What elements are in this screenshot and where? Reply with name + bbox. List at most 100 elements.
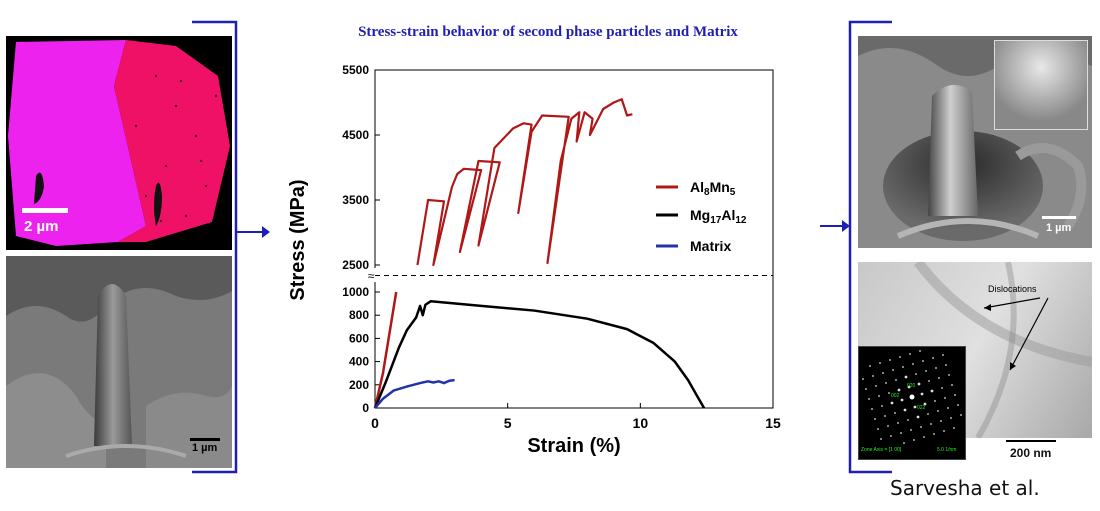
y-tick-label: 0: [362, 401, 369, 415]
diffraction-spot: [880, 438, 882, 440]
diffraction-spot: [909, 353, 911, 355]
diffraction-spot: [932, 357, 934, 359]
diffraction-spot: [897, 388, 901, 392]
diffraction-spot: [947, 407, 949, 409]
diffraction-spot: [895, 379, 897, 381]
diffraction-scale-label: 5.0 1/nm: [937, 447, 957, 453]
x-tick-label: 10: [633, 415, 649, 431]
diffraction-spot: [907, 419, 909, 421]
inset-pillar-image: [994, 40, 1088, 130]
diffraction-spot: [941, 387, 943, 389]
diffraction-spot: [903, 408, 907, 412]
diffraction-spot: [874, 418, 876, 420]
diffraction-spot: [925, 370, 927, 372]
diffraction-spot: [871, 408, 873, 410]
legend-entry-al8mn5: Al8Mn5: [690, 179, 736, 198]
diffraction-spot: [928, 380, 930, 382]
diffraction-spot: [923, 402, 927, 406]
diffraction-spot: [912, 363, 914, 365]
diffraction-spot: [913, 405, 917, 409]
diffraction-spot: [862, 378, 864, 380]
diffraction-spot: [890, 401, 894, 405]
diffraction-spot: [923, 436, 925, 438]
diffraction-spot: [915, 373, 917, 375]
figure-title: Stress-strain behavior of second phase p…: [358, 24, 738, 40]
diffraction-spot: [885, 382, 887, 384]
diffraction-spot: [900, 432, 902, 434]
diffraction-pattern-inset: 020 002 022 Zone Axis = [1 00] 5.0 1/nm: [858, 346, 966, 460]
diffraction-spot: [868, 398, 870, 400]
y-tick-label: 400: [349, 355, 369, 369]
diffraction-spot: [879, 362, 881, 364]
diffraction-spot: [917, 382, 921, 386]
diffraction-spot: [957, 404, 959, 406]
series-al8mn5-upper: [416, 98, 633, 267]
diffraction-spot: [900, 398, 904, 402]
y-tick-label: 3500: [342, 193, 369, 207]
y-tick-label: 200: [349, 378, 369, 392]
x-tick-label: 15: [765, 415, 781, 431]
diffraction-spot: [934, 400, 936, 402]
tem-graphic: [914, 262, 1092, 438]
diffraction-spot: [938, 377, 940, 379]
legend-entry-matrix: Matrix: [690, 238, 731, 254]
diffraction-spot: [950, 417, 952, 419]
diffraction-spot: [940, 420, 942, 422]
diffraction-spot: [942, 354, 944, 356]
diffraction-spot: [910, 429, 912, 431]
sem-deformed-pillar-image: 1 µm: [858, 36, 1092, 248]
diffraction-spot: [865, 388, 867, 390]
axis-break-mark: ≈: [368, 269, 375, 283]
diffraction-spot: [887, 425, 889, 427]
diffraction-spot: [945, 364, 947, 366]
diffraction-spot: [935, 367, 937, 369]
diffraction-spot: [897, 422, 899, 424]
diffraction-spot: [894, 412, 896, 414]
diffraction-spot: [954, 394, 956, 396]
diffraction-spot-label-3: 022: [917, 405, 926, 411]
diffraction-spot: [902, 366, 904, 368]
sem-pillar-graphic: [6, 256, 232, 468]
diffraction-spot: [872, 375, 874, 377]
diffraction-spot: [937, 410, 939, 412]
diffraction-spot: [884, 415, 886, 417]
diffraction-spot: [890, 435, 892, 437]
sem-pillar-image: 1 µm: [6, 256, 232, 468]
diffraction-spot: [904, 375, 908, 379]
diffraction-spot: [888, 392, 890, 394]
y-tick-label: 600: [349, 331, 369, 345]
figure-credit: Sarvesha et al.: [890, 476, 1040, 500]
ebsd-map-graphic: [8, 40, 230, 246]
diffraction-spot: [878, 395, 880, 397]
sem-left-scale-label: 1 µm: [192, 442, 218, 454]
diffraction-spot: [892, 369, 894, 371]
diffraction-spot: [930, 389, 934, 393]
diffraction-spot: [869, 365, 871, 367]
left-bracket: [192, 20, 270, 474]
diffraction-spot: [930, 423, 932, 425]
tem-dislocations-label: Dislocations: [988, 284, 1037, 294]
diffraction-spot: [943, 430, 945, 432]
diffraction-spot: [953, 427, 955, 429]
legend-entry-mg17al12: Mg17Al12: [690, 207, 747, 226]
x-tick-label: 0: [371, 415, 379, 431]
diffraction-spot: [907, 385, 911, 389]
sem-right-scale-label: 1 µm: [1046, 222, 1072, 234]
diffraction-spot: [899, 356, 901, 358]
x-tick-label: 5: [504, 415, 512, 431]
diffraction-spot: [951, 384, 953, 386]
diffraction-spot: [903, 442, 905, 444]
y-tick-label: 4500: [342, 128, 369, 142]
diffraction-spot: [948, 374, 950, 376]
diffraction-spot: [933, 433, 935, 435]
diffraction-spot: [913, 439, 915, 441]
right-bracket: [820, 20, 892, 474]
diffraction-graphic: [862, 350, 962, 444]
series-matrix-lower: [374, 378, 455, 409]
diffraction-spot: [882, 372, 884, 374]
diffraction-spot: [922, 360, 924, 362]
diffraction-spot: [920, 392, 924, 396]
y-tick-label: 2500: [342, 258, 369, 272]
y-tick-label: 800: [349, 308, 369, 322]
tem-scale-label: 200 nm: [1010, 446, 1052, 460]
